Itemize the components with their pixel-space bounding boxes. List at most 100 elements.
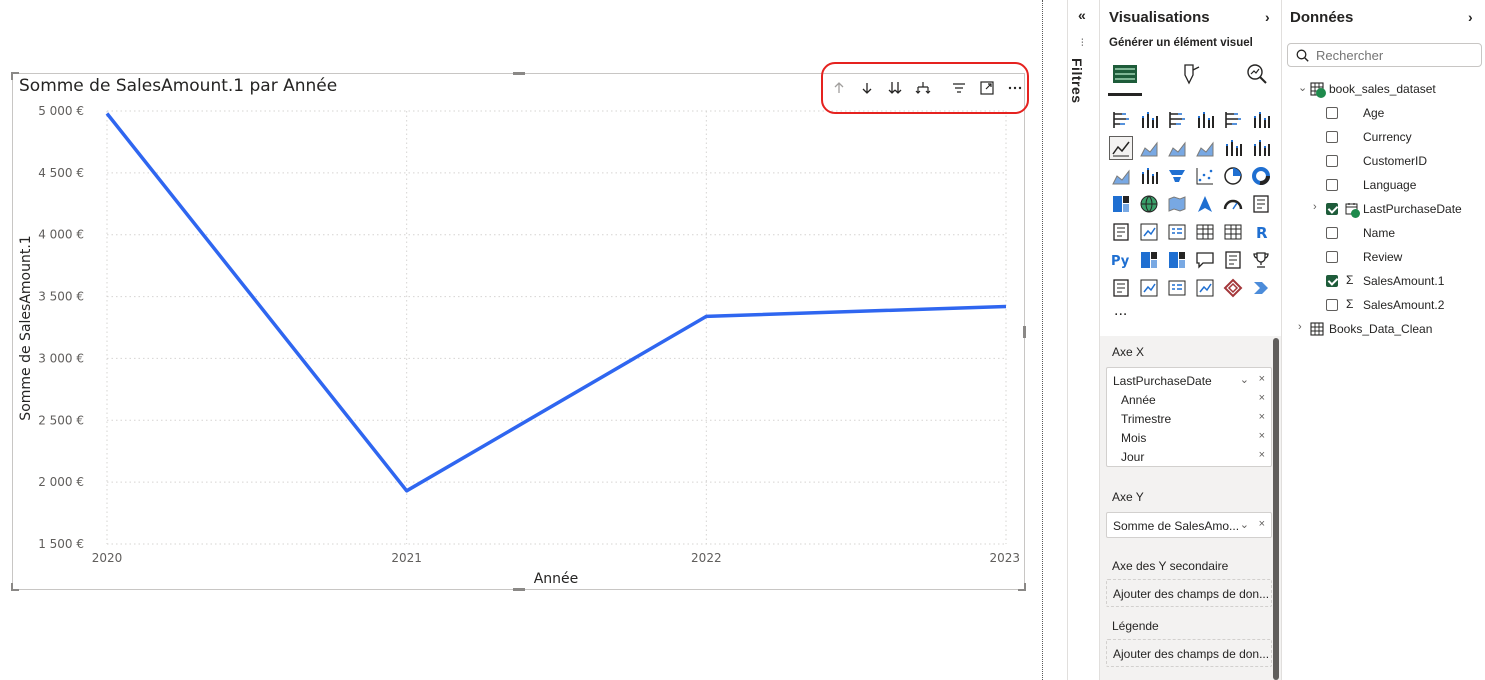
remove-subfield-icon[interactable]: × [1258,411,1265,423]
remove-field-icon[interactable]: × [1258,518,1265,530]
matrix-icon[interactable] [1221,220,1245,244]
table-book-sales-dataset[interactable]: ⌄ book_sales_dataset [1282,78,1485,100]
y-axis-field[interactable]: Somme de SalesAmo... ⌄ × [1107,516,1271,535]
field-row-salesamount1[interactable]: Σ SalesAmount.1 [1282,270,1485,292]
x-axis-well[interactable]: LastPurchaseDate ⌄ × Année × Trimestre ×… [1106,367,1272,467]
series-line[interactable] [105,112,1007,493]
field-checkbox[interactable] [1326,227,1338,239]
resize-handle-bottom-right[interactable] [1018,583,1026,591]
pane-scrollbar[interactable] [1273,338,1279,680]
kpi-icon[interactable] [1137,220,1161,244]
search-input[interactable] [1316,46,1476,64]
chevron-down-icon[interactable]: ⌄ [1239,519,1249,531]
stacked-column-chart-icon[interactable] [1137,108,1161,132]
resize-handle-right[interactable] [1023,326,1026,338]
x-axis-subfield[interactable]: Trimestre × [1107,409,1271,428]
field-row-customerid[interactable]: CustomerID [1282,150,1485,172]
chevron-visual-icon[interactable] [1249,276,1273,300]
field-checkbox-checked[interactable] [1326,275,1338,287]
donut-chart-icon[interactable] [1249,164,1273,188]
power-automate-icon[interactable] [1165,276,1189,300]
remove-field-icon[interactable]: × [1258,373,1265,385]
resize-handle-bottom[interactable] [513,588,525,591]
drill-down-icon[interactable] [857,78,877,98]
line-chart-visual[interactable]: 1 500 € 2 000 € 2 500 € 3 000 € 3 500 € 4 000… [11,62,1029,591]
clustered-bar-chart-icon[interactable] [1165,108,1189,132]
chevron-right-icon[interactable]: › [1298,321,1302,333]
data-point[interactable] [103,109,111,117]
field-checkbox[interactable] [1326,179,1338,191]
legend-well[interactable]: Ajouter des champs de don... [1106,639,1272,667]
field-checkbox[interactable] [1326,131,1338,143]
data-point[interactable] [403,487,411,495]
clustered-column-chart-icon[interactable] [1193,108,1217,132]
r-visual-icon[interactable]: R [1249,220,1273,244]
resize-handle-top[interactable] [513,72,525,75]
field-row-currency[interactable]: Currency [1282,126,1485,148]
tab-build-visual[interactable] [1107,58,1143,90]
map-icon[interactable] [1137,192,1161,216]
ribbon-chart-icon[interactable] [1109,164,1133,188]
100-area-chart-icon[interactable] [1193,136,1217,160]
tab-analytics[interactable] [1239,58,1275,90]
collapse-panes-icon[interactable]: « [1078,7,1086,23]
filled-map-icon[interactable] [1165,192,1189,216]
field-checkbox-checked[interactable] [1326,203,1338,215]
more-options-icon[interactable] [1005,78,1025,98]
pie-chart-icon[interactable] [1221,164,1245,188]
scatter-chart-icon[interactable] [1193,164,1217,188]
key-influencers-icon[interactable] [1137,248,1161,272]
x-axis-field[interactable]: LastPurchaseDate ⌄ × [1107,371,1271,390]
field-checkbox[interactable] [1326,107,1338,119]
x-axis-subfield[interactable]: Mois × [1107,428,1271,447]
collapse-data-icon[interactable]: › [1468,9,1473,25]
trophy-icon[interactable] [1249,248,1273,272]
stacked-area-chart-icon[interactable] [1165,136,1189,160]
field-row-age[interactable]: Age [1282,102,1485,124]
treemap-icon[interactable] [1109,192,1133,216]
metrics-icon[interactable] [1193,276,1217,300]
field-row-name[interactable]: Name [1282,222,1485,244]
resize-handle-bottom-left[interactable] [11,583,19,591]
chevron-right-icon[interactable]: › [1313,201,1317,213]
stacked-bar-chart-icon[interactable] [1109,108,1133,132]
collapse-visualizations-icon[interactable]: › [1265,9,1270,25]
field-checkbox[interactable] [1326,251,1338,263]
field-row-language[interactable]: Language [1282,174,1485,196]
search-box[interactable] [1287,43,1482,67]
area-chart-icon[interactable] [1137,136,1161,160]
funnel-chart-icon[interactable] [1165,164,1189,188]
100-column-chart-icon[interactable] [1249,108,1273,132]
x-axis-subfield[interactable]: Jour × [1107,447,1271,466]
table-books-data-clean[interactable]: › Books_Data_Clean [1282,318,1485,340]
x-axis-subfield[interactable]: Année × [1107,390,1271,409]
field-checkbox[interactable] [1326,155,1338,167]
multi-row-card-icon[interactable] [1109,220,1133,244]
decomposition-tree-icon[interactable] [1165,248,1189,272]
line-and-column-chart-icon[interactable] [1221,136,1245,160]
qa-icon[interactable] [1193,248,1217,272]
remove-subfield-icon[interactable]: × [1258,430,1265,442]
remove-subfield-icon[interactable]: × [1258,449,1265,461]
chevron-down-icon[interactable]: ⌄ [1298,82,1308,94]
filters-label[interactable]: Filtres [1069,58,1085,104]
resize-handle-top-left[interactable] [11,72,19,80]
field-checkbox[interactable] [1326,299,1338,311]
more-visuals-button[interactable]: ... [1114,302,1128,319]
paginated-report-icon[interactable] [1109,276,1133,300]
narrative-icon[interactable] [1221,248,1245,272]
y-axis-well[interactable]: Somme de SalesAmo... ⌄ × [1106,512,1272,538]
expand-hierarchy-icon[interactable] [913,78,933,98]
power-apps-icon[interactable] [1137,276,1161,300]
tab-format-visual[interactable] [1173,58,1209,90]
waterfall-chart-icon[interactable] [1137,164,1161,188]
field-row-review[interactable]: Review [1282,246,1485,268]
line-clustered-column-chart-icon[interactable] [1249,136,1273,160]
next-level-icon[interactable] [885,78,905,98]
remove-subfield-icon[interactable]: × [1258,392,1265,404]
100-bar-chart-icon[interactable] [1221,108,1245,132]
filter-icon[interactable] [949,78,969,98]
gauge-icon[interactable] [1221,192,1245,216]
azure-map-icon[interactable] [1193,192,1217,216]
card-icon[interactable] [1249,192,1273,216]
